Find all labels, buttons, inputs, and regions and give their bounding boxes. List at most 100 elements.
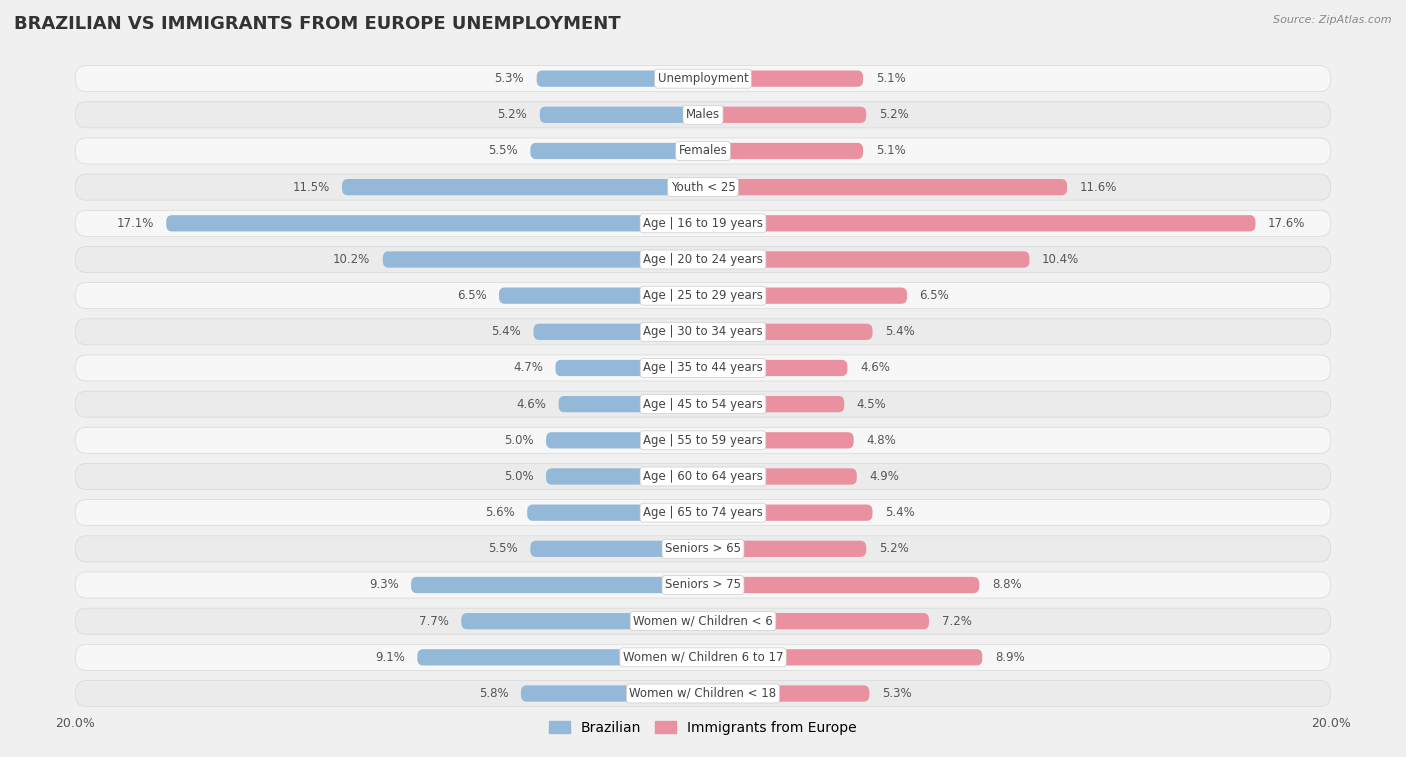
Text: Age | 25 to 29 years: Age | 25 to 29 years	[643, 289, 763, 302]
FancyBboxPatch shape	[75, 247, 1331, 273]
FancyBboxPatch shape	[411, 577, 703, 593]
Text: 4.9%: 4.9%	[869, 470, 900, 483]
Legend: Brazilian, Immigrants from Europe: Brazilian, Immigrants from Europe	[544, 715, 862, 740]
FancyBboxPatch shape	[530, 540, 703, 557]
Text: 4.6%: 4.6%	[516, 397, 546, 410]
Text: 8.9%: 8.9%	[995, 651, 1025, 664]
Text: Age | 65 to 74 years: Age | 65 to 74 years	[643, 506, 763, 519]
Text: 5.1%: 5.1%	[876, 145, 905, 157]
Text: 17.6%: 17.6%	[1268, 217, 1305, 230]
FancyBboxPatch shape	[499, 288, 703, 304]
FancyBboxPatch shape	[342, 179, 703, 195]
FancyBboxPatch shape	[382, 251, 703, 268]
FancyBboxPatch shape	[703, 540, 866, 557]
FancyBboxPatch shape	[75, 319, 1331, 345]
FancyBboxPatch shape	[540, 107, 703, 123]
Text: Age | 60 to 64 years: Age | 60 to 64 years	[643, 470, 763, 483]
Text: 4.6%: 4.6%	[860, 362, 890, 375]
Text: 5.4%: 5.4%	[884, 506, 915, 519]
Text: 7.7%: 7.7%	[419, 615, 449, 628]
Text: 10.2%: 10.2%	[333, 253, 370, 266]
Text: 11.6%: 11.6%	[1080, 181, 1116, 194]
Text: 5.3%: 5.3%	[495, 72, 524, 85]
FancyBboxPatch shape	[75, 463, 1331, 490]
Text: 5.6%: 5.6%	[485, 506, 515, 519]
FancyBboxPatch shape	[703, 324, 873, 340]
FancyBboxPatch shape	[555, 360, 703, 376]
Text: Males: Males	[686, 108, 720, 121]
FancyBboxPatch shape	[533, 324, 703, 340]
FancyBboxPatch shape	[75, 644, 1331, 671]
Text: Age | 35 to 44 years: Age | 35 to 44 years	[643, 362, 763, 375]
Text: 17.1%: 17.1%	[117, 217, 153, 230]
Text: 5.4%: 5.4%	[491, 326, 522, 338]
FancyBboxPatch shape	[558, 396, 703, 413]
Text: 7.2%: 7.2%	[942, 615, 972, 628]
FancyBboxPatch shape	[75, 66, 1331, 92]
Text: Age | 20 to 24 years: Age | 20 to 24 years	[643, 253, 763, 266]
FancyBboxPatch shape	[418, 650, 703, 665]
FancyBboxPatch shape	[75, 391, 1331, 417]
FancyBboxPatch shape	[75, 500, 1331, 525]
Text: 4.7%: 4.7%	[513, 362, 543, 375]
FancyBboxPatch shape	[546, 432, 703, 448]
FancyBboxPatch shape	[530, 143, 703, 159]
Text: 9.3%: 9.3%	[368, 578, 398, 591]
FancyBboxPatch shape	[166, 215, 703, 232]
Text: Age | 30 to 34 years: Age | 30 to 34 years	[643, 326, 763, 338]
Text: 5.2%: 5.2%	[879, 542, 908, 556]
Text: 6.5%: 6.5%	[457, 289, 486, 302]
Text: Seniors > 65: Seniors > 65	[665, 542, 741, 556]
Text: 8.8%: 8.8%	[991, 578, 1021, 591]
Text: 5.2%: 5.2%	[879, 108, 908, 121]
Text: 5.5%: 5.5%	[488, 145, 517, 157]
FancyBboxPatch shape	[75, 282, 1331, 309]
Text: Women w/ Children 6 to 17: Women w/ Children 6 to 17	[623, 651, 783, 664]
Text: 5.3%: 5.3%	[882, 687, 911, 700]
Text: Age | 55 to 59 years: Age | 55 to 59 years	[643, 434, 763, 447]
Text: Women w/ Children < 6: Women w/ Children < 6	[633, 615, 773, 628]
FancyBboxPatch shape	[703, 504, 873, 521]
Text: Unemployment: Unemployment	[658, 72, 748, 85]
FancyBboxPatch shape	[75, 572, 1331, 598]
FancyBboxPatch shape	[703, 469, 856, 484]
FancyBboxPatch shape	[461, 613, 703, 629]
FancyBboxPatch shape	[75, 138, 1331, 164]
FancyBboxPatch shape	[703, 396, 844, 413]
Text: Source: ZipAtlas.com: Source: ZipAtlas.com	[1274, 15, 1392, 25]
FancyBboxPatch shape	[527, 504, 703, 521]
FancyBboxPatch shape	[703, 70, 863, 87]
Text: 5.0%: 5.0%	[503, 470, 533, 483]
Text: 6.5%: 6.5%	[920, 289, 949, 302]
Text: Youth < 25: Youth < 25	[671, 181, 735, 194]
FancyBboxPatch shape	[703, 215, 1256, 232]
Text: Seniors > 75: Seniors > 75	[665, 578, 741, 591]
FancyBboxPatch shape	[703, 288, 907, 304]
FancyBboxPatch shape	[75, 681, 1331, 706]
Text: BRAZILIAN VS IMMIGRANTS FROM EUROPE UNEMPLOYMENT: BRAZILIAN VS IMMIGRANTS FROM EUROPE UNEM…	[14, 15, 620, 33]
Text: 4.5%: 4.5%	[856, 397, 887, 410]
FancyBboxPatch shape	[703, 360, 848, 376]
Text: 9.1%: 9.1%	[375, 651, 405, 664]
FancyBboxPatch shape	[75, 608, 1331, 634]
FancyBboxPatch shape	[703, 107, 866, 123]
Text: 5.5%: 5.5%	[488, 542, 517, 556]
Text: Age | 16 to 19 years: Age | 16 to 19 years	[643, 217, 763, 230]
FancyBboxPatch shape	[537, 70, 703, 87]
Text: 5.4%: 5.4%	[884, 326, 915, 338]
FancyBboxPatch shape	[703, 432, 853, 448]
FancyBboxPatch shape	[703, 251, 1029, 268]
FancyBboxPatch shape	[703, 685, 869, 702]
Text: 4.8%: 4.8%	[866, 434, 896, 447]
FancyBboxPatch shape	[546, 469, 703, 484]
Text: 5.0%: 5.0%	[503, 434, 533, 447]
Text: Age | 45 to 54 years: Age | 45 to 54 years	[643, 397, 763, 410]
FancyBboxPatch shape	[703, 179, 1067, 195]
FancyBboxPatch shape	[75, 355, 1331, 381]
FancyBboxPatch shape	[75, 427, 1331, 453]
FancyBboxPatch shape	[75, 174, 1331, 200]
Text: 10.4%: 10.4%	[1042, 253, 1080, 266]
Text: 11.5%: 11.5%	[292, 181, 329, 194]
Text: 5.2%: 5.2%	[498, 108, 527, 121]
FancyBboxPatch shape	[703, 650, 983, 665]
